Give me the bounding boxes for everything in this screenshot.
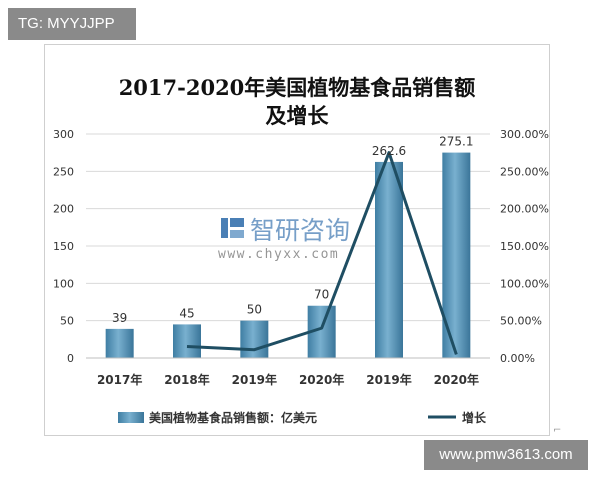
bar-value-label: 39 xyxy=(112,311,127,325)
legend-line-label: 增长 xyxy=(462,410,487,425)
x-tick-label: 2019年 xyxy=(366,372,411,387)
chart-title-line: 及增长 xyxy=(266,103,330,128)
x-tick-label: 2020年 xyxy=(434,372,479,387)
bar xyxy=(375,161,403,358)
growth-line-path xyxy=(186,151,458,355)
gridlines xyxy=(86,133,490,322)
y-left-tick-label: 250 xyxy=(53,165,74,178)
bar xyxy=(173,324,201,358)
watermark: 智研咨询 www.chyxx.com xyxy=(218,216,350,262)
bar-value-label: 275.1 xyxy=(439,135,473,149)
growth-line xyxy=(186,151,458,355)
y-right-tick-label: 300.00% xyxy=(500,128,549,141)
watermark-url: www.chyxx.com xyxy=(218,247,339,262)
bar-value-label: 262.6 xyxy=(372,144,406,158)
y-left-tick-label: 150 xyxy=(53,240,74,253)
y-left-tick-label: 50 xyxy=(60,315,74,328)
bar xyxy=(105,328,134,358)
tag-badge: TG: MYYJJPP xyxy=(8,8,136,40)
axes: 0 50 100 150 200 250 300 0.00% 50.00% 100.00% 150.… xyxy=(53,128,549,387)
bar xyxy=(240,320,269,358)
legend-bar-label: 美国植物基食品销售额：亿美元 xyxy=(149,410,317,425)
y-right-tick-label: 100.00% xyxy=(500,277,549,290)
y-right-tick-label: 150.00% xyxy=(500,240,549,253)
bar-value-label: 45 xyxy=(179,306,194,320)
x-tick-label: 2018年 xyxy=(164,372,209,387)
y-right-tick-label: 200.00% xyxy=(500,203,549,216)
y-right-tick-label: 50.00% xyxy=(500,315,542,328)
watermark-name: 智研咨询 xyxy=(250,216,350,245)
y-left-tick-label: 100 xyxy=(53,277,74,290)
bar-value-label: 50 xyxy=(247,303,262,317)
chart-title-line: 2017-2020年美国植物基食品销售额 xyxy=(119,75,476,100)
x-tick-label: 2017年 xyxy=(97,372,142,387)
y-right-tick-label: 0.00% xyxy=(500,352,535,365)
bar-value-label: 70 xyxy=(314,288,329,302)
legend-bar-swatch xyxy=(118,412,144,423)
x-tick-label: 2020年 xyxy=(299,372,344,387)
corner-mark: ⌐ xyxy=(553,425,562,436)
y-left-tick-label: 0 xyxy=(67,352,74,365)
url-badge[interactable]: www.pmw3613.com xyxy=(424,440,588,470)
x-tick-label: 2019年 xyxy=(232,372,277,387)
y-left-tick-label: 300 xyxy=(53,128,74,141)
watermark-logo-icon xyxy=(221,218,244,238)
data-labels: 39 45 50 70 262.6 275.1 xyxy=(112,135,473,325)
y-right-tick-label: 250.00% xyxy=(500,165,549,178)
legend: 美国植物基食品销售额：亿美元 增长 xyxy=(118,410,487,425)
y-left-tick-label: 200 xyxy=(53,203,74,216)
